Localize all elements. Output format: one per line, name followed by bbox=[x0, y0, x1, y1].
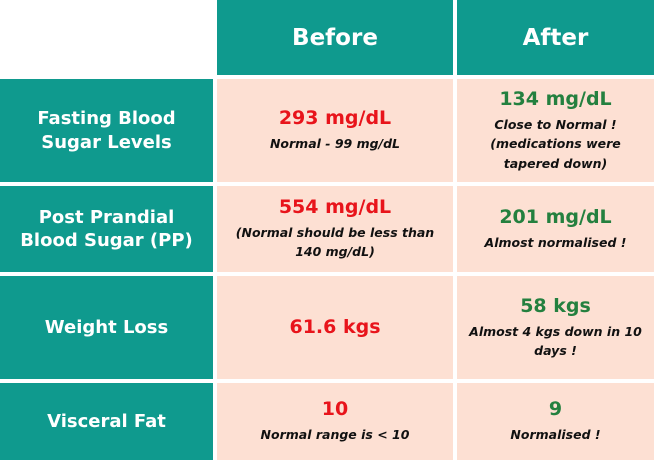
after-value: 58 kgs bbox=[520, 294, 591, 317]
after-note: Almost 4 kgs down in 10 days ! bbox=[469, 323, 642, 358]
after-value: 201 mg/dL bbox=[499, 205, 612, 228]
cell-before-post-prandial: 554 mg/dL (Normal should be less than 14… bbox=[217, 186, 453, 272]
cell-before-weight-loss: 61.6 kgs bbox=[217, 276, 453, 379]
before-note: (Normal should be less than 140 mg/dL) bbox=[235, 225, 435, 260]
before-value: 10 bbox=[321, 398, 349, 421]
before-value: 554 mg/dL bbox=[278, 196, 392, 219]
after-note: Normalised ! bbox=[510, 427, 601, 443]
table-corner bbox=[0, 0, 213, 75]
row-label-visceral-fat: Visceral Fat bbox=[0, 383, 213, 460]
cell-after-visceral-fat: 9 Normalised ! bbox=[457, 383, 654, 460]
cell-before-fasting-blood-sugar: 293 mg/dL Normal - 99 mg/dL bbox=[217, 79, 453, 182]
row-label-post-prandial: Post Prandial Blood Sugar (PP) bbox=[0, 186, 213, 272]
before-note: Normal range is < 10 bbox=[260, 427, 410, 443]
cell-after-fasting-blood-sugar: 134 mg/dL Close to Normal ! (medications… bbox=[457, 79, 654, 182]
before-value: 293 mg/dL bbox=[278, 107, 392, 130]
after-value: 134 mg/dL bbox=[499, 88, 612, 111]
after-note: Almost normalised ! bbox=[484, 234, 627, 250]
after-note: Close to Normal ! (medications were tape… bbox=[490, 116, 621, 171]
before-value: 61.6 kgs bbox=[289, 316, 381, 339]
after-value: 9 bbox=[548, 398, 563, 421]
row-label-fasting-blood-sugar: Fasting Blood Sugar Levels bbox=[0, 79, 213, 182]
cell-after-weight-loss: 58 kgs Almost 4 kgs down in 10 days ! bbox=[457, 276, 654, 379]
cell-before-visceral-fat: 10 Normal range is < 10 bbox=[217, 383, 453, 460]
before-note: Normal - 99 mg/dL bbox=[269, 136, 401, 152]
header-after: After bbox=[457, 0, 654, 75]
cell-after-post-prandial: 201 mg/dL Almost normalised ! bbox=[457, 186, 654, 272]
row-label-weight-loss: Weight Loss bbox=[0, 276, 213, 379]
header-before: Before bbox=[217, 0, 453, 75]
